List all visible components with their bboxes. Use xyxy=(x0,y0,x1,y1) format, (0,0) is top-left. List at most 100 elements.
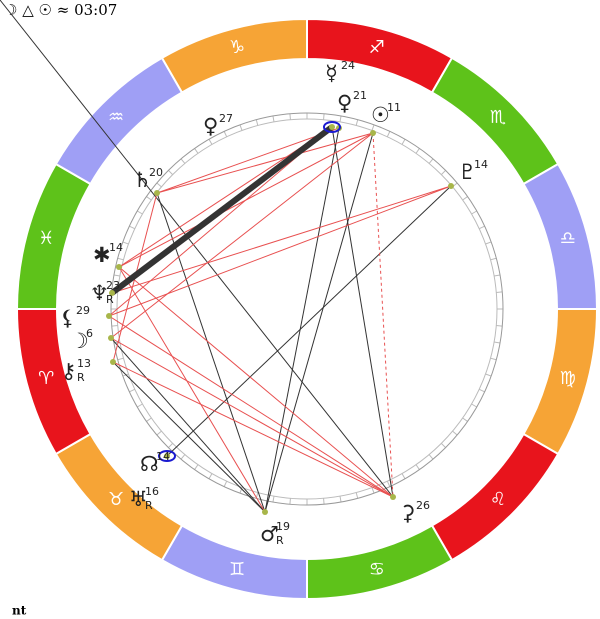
planet-dot xyxy=(164,453,170,459)
aspect-line xyxy=(331,126,394,498)
degree-tick xyxy=(415,464,420,470)
degree-tick xyxy=(496,325,503,327)
planet-dot xyxy=(370,130,376,136)
zodiac-sign: ♍ xyxy=(560,368,576,389)
zodiac-sign: ♌ xyxy=(490,489,506,510)
planet-glyph: ♂ xyxy=(260,522,279,546)
degree-tick xyxy=(428,454,434,460)
degree-tick xyxy=(428,158,434,164)
degree-tick xyxy=(272,115,275,122)
zodiac-sign: ♑ xyxy=(229,37,245,58)
degree-tick xyxy=(355,492,359,499)
degree-tick xyxy=(289,113,291,120)
planet-highlight xyxy=(158,450,176,462)
degree-tick xyxy=(386,131,391,138)
zodiac-sign: ♏ xyxy=(490,107,506,128)
degree-tick xyxy=(117,257,124,261)
planet-degree: 20 xyxy=(149,166,163,179)
degree-tick xyxy=(146,196,152,201)
aspect-line xyxy=(111,185,452,294)
degree-tick xyxy=(272,496,275,503)
zodiac-sign: ♋ xyxy=(369,559,385,580)
planet-retrograde: R xyxy=(276,534,284,547)
aspect-line xyxy=(264,127,340,513)
aspect-line xyxy=(112,361,394,498)
planet-dot xyxy=(109,290,115,296)
aspect-line xyxy=(110,337,394,498)
aspect-line xyxy=(108,315,394,498)
planet-degree: 14 xyxy=(156,450,170,463)
planet-glyph: ☿ xyxy=(325,61,338,85)
planet-glyph: ⚸ xyxy=(60,306,75,330)
degree-tick xyxy=(401,473,406,479)
degree-tick xyxy=(371,124,375,131)
degree-tick xyxy=(462,196,468,201)
degree-tick xyxy=(471,403,477,408)
zodiac-sign: ♒ xyxy=(108,107,124,128)
planet-glyph: ♀ xyxy=(337,91,352,115)
zodiac-sign: ♓ xyxy=(38,228,54,249)
planet-highlight xyxy=(323,121,341,133)
degree-tick xyxy=(129,225,136,230)
degree-tick xyxy=(289,498,291,505)
planet-degree: 14 xyxy=(109,241,123,254)
planet-degree: 23 xyxy=(106,279,120,292)
planet-degree: 19 xyxy=(276,520,290,533)
planet-glyph: ☊ xyxy=(140,452,159,476)
degree-tick xyxy=(485,373,492,377)
planet-glyph: ♆ xyxy=(90,281,109,305)
planet-glyph: ♇ xyxy=(458,160,477,184)
degree-tick xyxy=(452,430,458,436)
planet-dot xyxy=(116,264,122,270)
aspect-line xyxy=(108,185,452,317)
degree-tick xyxy=(323,498,325,505)
planet-dot xyxy=(448,183,454,189)
planet-degree: 21 xyxy=(353,89,367,102)
degree-tick xyxy=(194,148,199,154)
degree-tick xyxy=(146,417,152,422)
planet-retrograde: R xyxy=(145,499,153,512)
degree-tick xyxy=(415,148,420,154)
degree-tick xyxy=(440,442,446,448)
planet-degree: 14 xyxy=(474,158,488,171)
degree-tick xyxy=(129,388,136,393)
planet-dot xyxy=(110,359,116,365)
planet-dot xyxy=(390,494,396,500)
degree-tick xyxy=(485,241,492,245)
degree-tick xyxy=(223,131,228,138)
planet-dot xyxy=(154,190,160,196)
aspect-line xyxy=(166,185,452,457)
degree-tick xyxy=(496,291,503,293)
degree-tick xyxy=(323,113,325,120)
planet-degree: 13 xyxy=(77,357,91,370)
aspect-line xyxy=(118,266,394,498)
planet-glyph: ♀ xyxy=(203,114,218,138)
degree-tick xyxy=(208,473,213,479)
planet-dot xyxy=(106,313,112,319)
planet-degree: 27 xyxy=(219,112,233,125)
aspect-line xyxy=(118,266,266,513)
zodiac-sign: ♊ xyxy=(229,559,245,580)
zodiac-sign: ♈ xyxy=(38,368,54,389)
degree-tick xyxy=(168,442,174,448)
planet-glyph: ☉ xyxy=(371,103,390,127)
planet-dot xyxy=(108,335,114,341)
zodiac-segment xyxy=(160,17,308,94)
degree-tick xyxy=(180,158,186,164)
aspect-line xyxy=(110,337,266,513)
degree-tick xyxy=(339,496,342,503)
aspect-line-strong xyxy=(110,124,334,296)
degree-tick xyxy=(117,357,124,361)
planet-glyph: ✱ xyxy=(93,243,111,267)
aspect-line xyxy=(264,132,374,513)
degree-tick xyxy=(440,170,446,176)
degree-tick xyxy=(156,182,162,188)
planet-degree: 29 xyxy=(76,304,90,317)
footer-text: nt xyxy=(12,604,27,618)
degree-tick xyxy=(339,115,342,122)
degree-tick xyxy=(494,274,501,277)
degree-tick xyxy=(111,325,118,327)
planet-dot xyxy=(262,509,268,515)
planet-degree: 16 xyxy=(145,485,159,498)
